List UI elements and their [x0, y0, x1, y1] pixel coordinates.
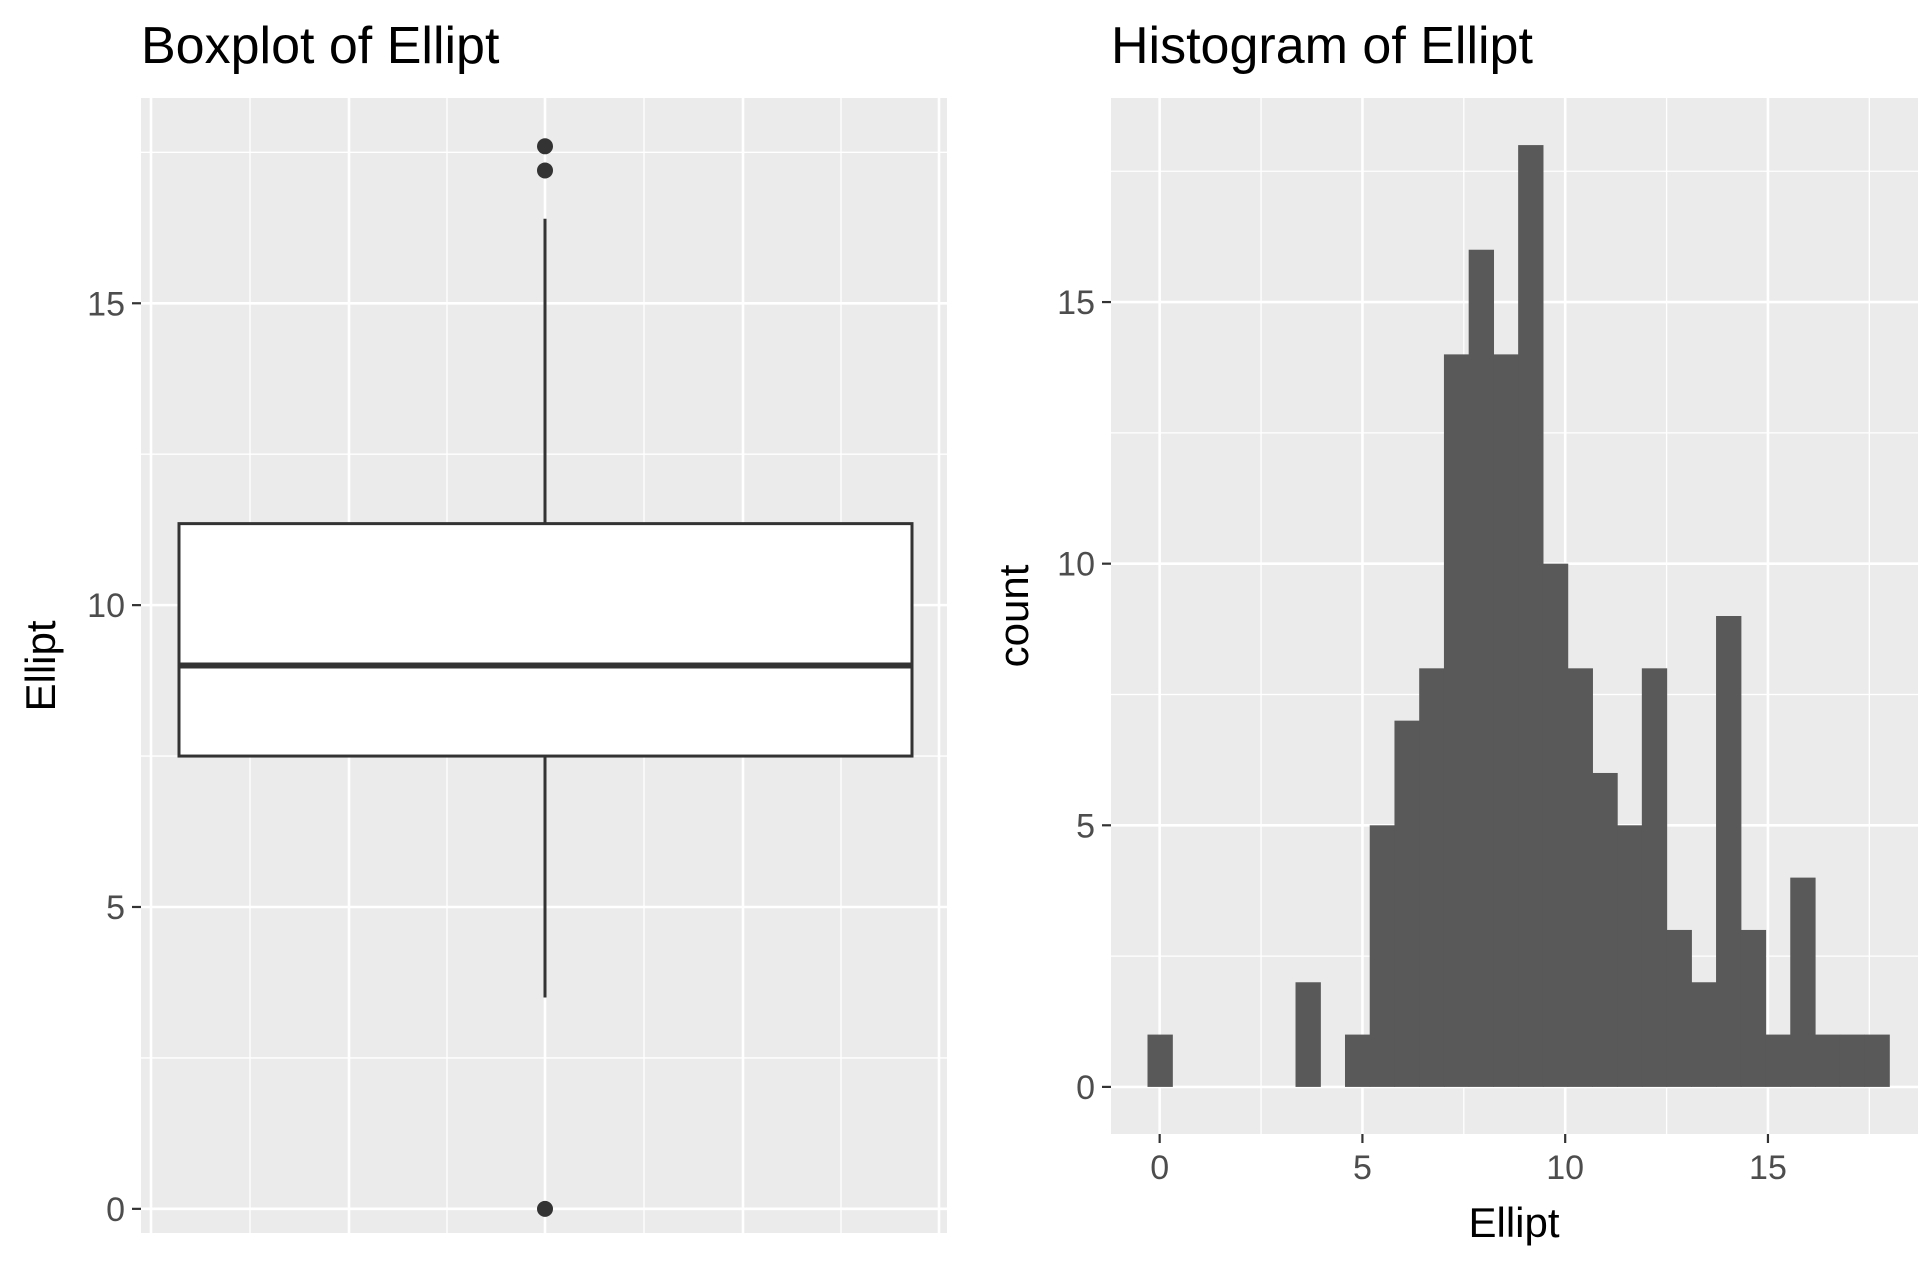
histogram-bar: [1617, 825, 1643, 1087]
histogram-bar: [1666, 929, 1692, 1087]
histogram-bar: [1814, 1034, 1841, 1087]
boxplot-box: [177, 522, 914, 758]
histogram-y-tick-label: 5: [1076, 807, 1095, 845]
histogram-y-tick-label: 0: [1076, 1069, 1095, 1107]
histogram-x-tick-label: 5: [1353, 1149, 1372, 1187]
histogram-bars: [1147, 145, 1890, 1087]
histogram-y-axis-label: count: [990, 564, 1037, 667]
histogram-bar: [1740, 929, 1767, 1087]
histogram-bar: [1493, 354, 1519, 1087]
histogram-bar: [1443, 354, 1470, 1087]
histogram-bar: [1518, 145, 1544, 1087]
histogram-bar: [1716, 616, 1742, 1087]
histogram-bar: [1394, 720, 1420, 1087]
histogram-bar: [1765, 1034, 1791, 1087]
histogram-bar: [1592, 772, 1618, 1087]
histogram-bar: [1419, 668, 1445, 1087]
histogram-bar: [1839, 1034, 1866, 1087]
histogram-bar: [1147, 1034, 1173, 1087]
histogram-bar: [1344, 1034, 1371, 1087]
histogram-bar: [1691, 982, 1717, 1087]
histogram-bar: [1295, 982, 1321, 1087]
histogram-bar: [1369, 825, 1396, 1087]
histogram-title: Histogram of Ellipt: [1111, 17, 1533, 75]
boxplot-marks: [177, 138, 914, 1217]
histogram-x-tick-label: 15: [1749, 1149, 1787, 1187]
histogram-y-tick-label: 15: [1057, 284, 1095, 322]
histogram-x-axis-label: Ellipt: [1468, 1199, 1559, 1246]
histogram-x-tick-label: 0: [1150, 1149, 1169, 1187]
boxplot-outlier-point: [537, 162, 553, 179]
boxplot-y-tick-label: 5: [106, 889, 125, 927]
boxplot-y-axis: 0 5 10 15: [87, 285, 141, 1229]
boxplot-y-tick-label: 10: [87, 587, 125, 625]
histogram-bar: [1864, 1034, 1890, 1087]
histogram-bar: [1468, 249, 1495, 1087]
histogram-y-tick-label: 10: [1057, 546, 1095, 584]
boxplot-y-tick-label: 0: [106, 1191, 125, 1229]
histogram-bar: [1542, 563, 1569, 1087]
histogram-axes: 0 5 10 15 0 5 10 15: [1057, 284, 1787, 1187]
histogram-x-tick-label: 10: [1546, 1149, 1584, 1187]
boxplot-outlier-point: [537, 1200, 553, 1217]
boxplot-title: Boxplot of Ellipt: [141, 17, 500, 75]
histogram-bar: [1790, 877, 1816, 1087]
boxplot-y-tick-label: 15: [87, 285, 125, 323]
boxplot-outlier-point: [537, 138, 553, 155]
boxplot-y-axis-label: Ellipt: [17, 620, 64, 711]
histogram-bar: [1641, 668, 1668, 1087]
histogram-bar: [1567, 668, 1593, 1087]
